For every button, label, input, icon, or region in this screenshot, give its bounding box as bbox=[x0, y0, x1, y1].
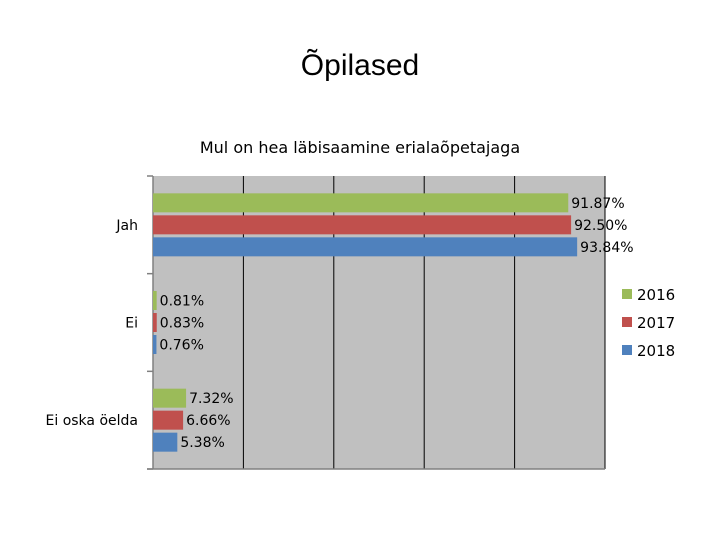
category-label: Ei oska öelda bbox=[46, 413, 138, 429]
legend-swatch-2018 bbox=[622, 345, 632, 355]
legend-label-2017: 2017 bbox=[637, 314, 675, 332]
legend: 2016 2017 2018 bbox=[622, 286, 675, 360]
data-label: 7.32% bbox=[189, 391, 233, 407]
bar-2016-0 bbox=[153, 193, 569, 213]
data-label: 0.76% bbox=[159, 338, 203, 354]
data-label: 93.84% bbox=[580, 240, 633, 256]
data-label: 91.87% bbox=[571, 196, 624, 212]
bar-2017-0 bbox=[153, 215, 572, 235]
bar-2018-0 bbox=[153, 237, 578, 257]
bar-2018-2 bbox=[153, 432, 178, 452]
legend-swatch-2017 bbox=[622, 317, 632, 327]
bar-2017-1 bbox=[153, 313, 157, 332]
bar-2017-2 bbox=[153, 410, 184, 430]
data-label: 6.66% bbox=[186, 413, 230, 429]
bar-2018-1 bbox=[153, 335, 157, 354]
legend-swatch-2016 bbox=[622, 289, 632, 299]
category-label: Jah bbox=[115, 218, 138, 234]
bar-2016-1 bbox=[153, 291, 157, 310]
data-label: 92.50% bbox=[574, 218, 627, 234]
data-label: 5.38% bbox=[180, 435, 224, 451]
data-label: 0.81% bbox=[160, 294, 204, 310]
data-label: 0.83% bbox=[160, 316, 204, 332]
bars bbox=[153, 193, 578, 452]
page-title: Õpilased bbox=[300, 49, 420, 82]
data-labels: 91.87% 92.50% 93.84% 0.81% 0.83% 0.76% 7.32% 6.… bbox=[159, 196, 633, 451]
category-label: Ei bbox=[125, 316, 138, 332]
chart-title: Mul on hea läbisaamine erialaõpetajaga bbox=[200, 138, 520, 157]
bar-2016-2 bbox=[153, 388, 187, 408]
category-axis-labels: Jah Ei Ei oska öelda bbox=[46, 218, 138, 429]
legend-label-2016: 2016 bbox=[637, 286, 675, 304]
legend-label-2018: 2018 bbox=[637, 342, 675, 360]
